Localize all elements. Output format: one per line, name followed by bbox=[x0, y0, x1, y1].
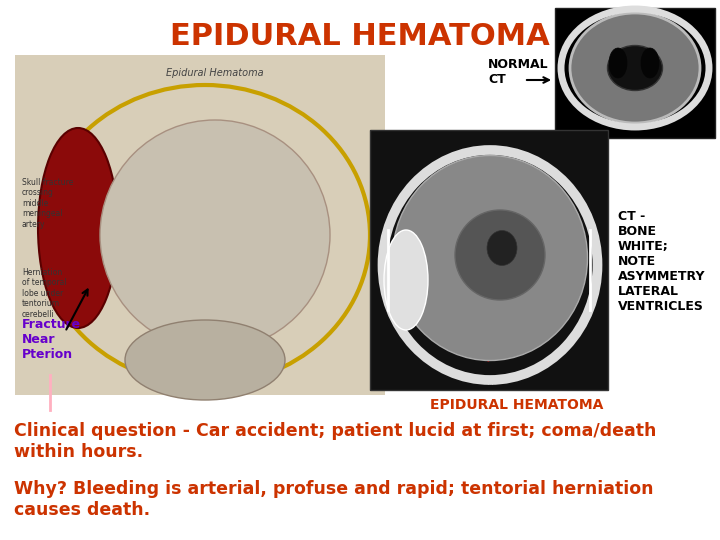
Text: R: R bbox=[380, 270, 388, 280]
Text: Why? Bleeding is arterial, profuse and rapid; tentorial herniation
causes death.: Why? Bleeding is arterial, profuse and r… bbox=[14, 480, 654, 519]
Text: EPIDURAL HEMATOMA: EPIDURAL HEMATOMA bbox=[430, 398, 603, 412]
Ellipse shape bbox=[609, 48, 627, 78]
Text: Skull fracture
crossing
middle
meningeal
artery: Skull fracture crossing middle meningeal… bbox=[22, 178, 73, 228]
Ellipse shape bbox=[384, 230, 428, 330]
Ellipse shape bbox=[641, 48, 659, 78]
Ellipse shape bbox=[40, 85, 370, 385]
Bar bbox=[15, 55, 385, 395]
Text: Herniation
of temporal
lobe under
tentorium
cerebelli: Herniation of temporal lobe under tentor… bbox=[22, 268, 67, 319]
Ellipse shape bbox=[608, 45, 662, 91]
Text: PI: PI bbox=[486, 378, 494, 387]
Bar bbox=[555, 8, 715, 138]
Text: NORMAL
CT: NORMAL CT bbox=[488, 58, 549, 86]
Ellipse shape bbox=[100, 120, 330, 350]
Ellipse shape bbox=[392, 156, 588, 361]
Text: EPIDURAL HEMATOMA: EPIDURAL HEMATOMA bbox=[170, 22, 550, 51]
Text: Fracture
Near
Pterion: Fracture Near Pterion bbox=[22, 318, 81, 361]
Text: CT -
BONE
WHITE;
NOTE
ASYMMETRY
LATERAL
VENTRICLES: CT - BONE WHITE; NOTE ASYMMETRY LATERAL … bbox=[618, 210, 706, 313]
Bar bbox=[370, 130, 608, 390]
Ellipse shape bbox=[125, 320, 285, 400]
Text: Epidural Hematoma: Epidural Hematoma bbox=[166, 68, 264, 78]
Ellipse shape bbox=[455, 210, 545, 300]
Ellipse shape bbox=[570, 13, 700, 123]
Text: L: L bbox=[593, 270, 599, 280]
Ellipse shape bbox=[38, 128, 118, 328]
Text: Clinical question - Car accident; patient lucid at first; coma/death
within hour: Clinical question - Car accident; patien… bbox=[14, 422, 657, 461]
Ellipse shape bbox=[487, 231, 517, 266]
